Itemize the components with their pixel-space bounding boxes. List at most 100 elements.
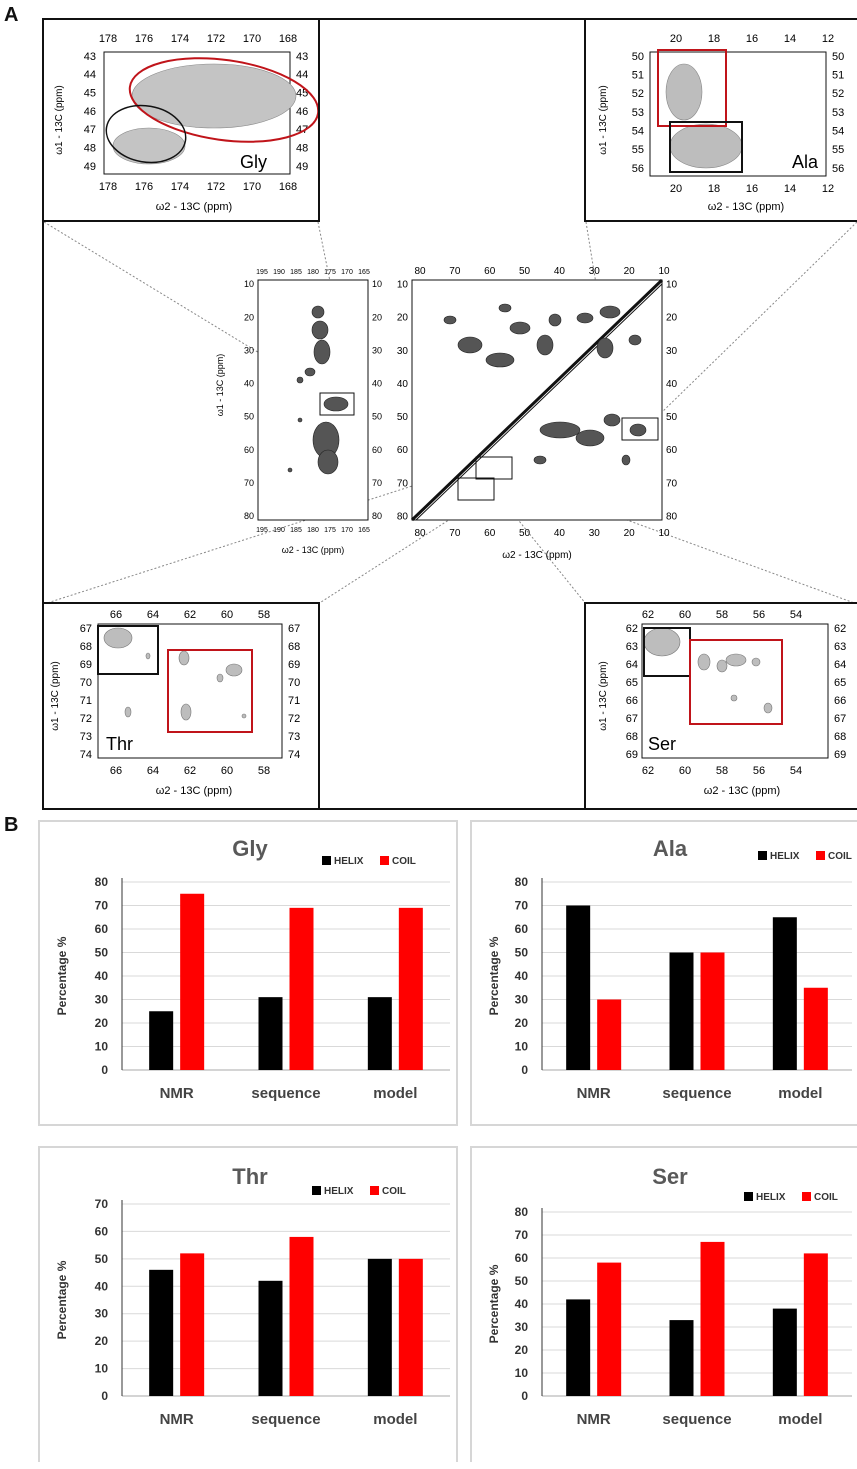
y-tick-label: 10 <box>95 1040 109 1054</box>
tick-label: 73 <box>80 731 92 743</box>
right-spectrum-xlabel: ω2 - 13C (ppm) <box>502 550 572 561</box>
tick-label: 64 <box>147 765 159 777</box>
y-tick-label: 40 <box>515 969 529 983</box>
tick-label: 180 <box>307 269 319 276</box>
tick-label: 63 <box>626 641 638 653</box>
tick-label: 69 <box>834 749 846 761</box>
legend-label: COIL <box>392 856 416 867</box>
tick-label: 30 <box>666 346 678 357</box>
bar-helix-sequence <box>669 952 694 1070</box>
tick-label: 10 <box>658 266 670 277</box>
chart-title: Ala <box>653 836 688 861</box>
bar-helix-model <box>772 917 797 1070</box>
y-tick-label: 0 <box>101 1389 108 1403</box>
tick-label: 190 <box>273 527 285 534</box>
x-tick-label: NMR <box>577 1085 611 1102</box>
tick-label: 55 <box>632 144 644 156</box>
tick-label: 71 <box>80 695 92 707</box>
tick-label: 60 <box>484 528 496 539</box>
ser-inset-xlabel: ω2 - 13C (ppm) <box>704 785 780 797</box>
bar-coil-sequence <box>700 1241 725 1396</box>
tick-label: 50 <box>666 412 678 423</box>
bar-helix-sequence <box>669 1320 694 1396</box>
tick-label: 60 <box>679 765 691 777</box>
tick-label: 195 <box>256 527 268 534</box>
tick-label: 62 <box>642 765 654 777</box>
thr-inset-ylabel: ω1 - 13C (ppm) <box>50 661 61 731</box>
tick-label: 12 <box>822 33 834 45</box>
tick-label: 178 <box>99 181 117 193</box>
tick-label: 30 <box>589 528 601 539</box>
tick-label: 20 <box>372 312 382 322</box>
tick-label: 12 <box>822 183 834 195</box>
left-spectrum-peaks <box>287 305 349 475</box>
tick-label: 49 <box>84 161 96 173</box>
panel-a-letter: A <box>4 4 19 26</box>
y-tick-label: 30 <box>95 993 109 1007</box>
tick-label: 52 <box>632 88 644 100</box>
gly-inset-ylabel: ω1 - 13C (ppm) <box>54 85 65 155</box>
tick-label: 64 <box>626 659 638 671</box>
tick-label: 45 <box>296 88 308 100</box>
tick-label: 62 <box>642 609 654 621</box>
y-tick-label: 70 <box>515 1228 529 1242</box>
x-tick-label: NMR <box>577 1411 611 1428</box>
tick-label: 40 <box>244 379 254 389</box>
y-tick-label: 50 <box>95 946 109 960</box>
panel-b-letter: B <box>4 814 19 836</box>
left-spectrum-box <box>257 279 369 521</box>
tick-label: 170 <box>341 269 353 276</box>
tick-label: 20 <box>666 313 678 324</box>
right-spectrum-ala-box <box>621 417 659 441</box>
bar-helix-sequence <box>258 997 283 1070</box>
y-axis-label: Percentage % <box>55 1260 69 1339</box>
tick-label: 56 <box>753 609 765 621</box>
tick-label: 51 <box>832 70 844 82</box>
bar-helix-model <box>772 1308 797 1396</box>
tick-label: 50 <box>244 412 254 422</box>
tick-label: 60 <box>221 765 233 777</box>
x-tick-label: model <box>373 1411 417 1428</box>
tick-label: 50 <box>372 412 382 422</box>
legend-label: HELIX <box>770 851 800 862</box>
tick-label: 70 <box>244 478 254 488</box>
chart-legend: HELIX COIL <box>312 1186 406 1197</box>
y-tick-label: 0 <box>521 1389 528 1403</box>
tick-label: 63 <box>834 641 846 653</box>
tick-label: 170 <box>243 33 261 45</box>
bar-helix-nmr <box>149 1269 174 1396</box>
y-tick-label: 40 <box>95 1279 109 1293</box>
tick-label: 74 <box>288 749 300 761</box>
tick-label: 40 <box>666 379 678 390</box>
tick-label: 46 <box>84 106 96 118</box>
legend-swatch <box>312 1186 321 1195</box>
tick-label: 174 <box>171 33 189 45</box>
tick-label: 80 <box>244 511 254 521</box>
tick-label: 54 <box>832 126 844 138</box>
tick-label: 30 <box>244 345 254 355</box>
legend-swatch <box>758 851 767 860</box>
tick-label: 30 <box>589 266 601 277</box>
tick-label: 65 <box>626 677 638 689</box>
legend-label: COIL <box>814 1192 838 1203</box>
x-tick-label: sequence <box>251 1411 320 1428</box>
tick-label: 70 <box>372 478 382 488</box>
tick-label: 69 <box>80 659 92 671</box>
tick-label: 56 <box>832 163 844 175</box>
ala-inset-ylabel: ω1 - 13C (ppm) <box>598 85 609 155</box>
legend-label: HELIX <box>334 856 364 867</box>
y-tick-label: 30 <box>95 1307 109 1321</box>
legend-label: HELIX <box>756 1192 786 1203</box>
tick-label: 185 <box>290 527 302 534</box>
tick-label: 174 <box>171 181 189 193</box>
tick-label: 60 <box>397 445 409 456</box>
tick-label: 30 <box>397 346 409 357</box>
ala-inset-label: Ala <box>792 152 819 172</box>
tick-label: 168 <box>279 33 297 45</box>
ala-inset-xlabel: ω2 - 13C (ppm) <box>708 201 784 213</box>
tick-label: 72 <box>80 713 92 725</box>
y-tick-label: 50 <box>515 946 529 960</box>
bar-helix-model <box>367 1258 392 1396</box>
tick-label: 80 <box>666 512 678 523</box>
legend-swatch <box>816 851 825 860</box>
